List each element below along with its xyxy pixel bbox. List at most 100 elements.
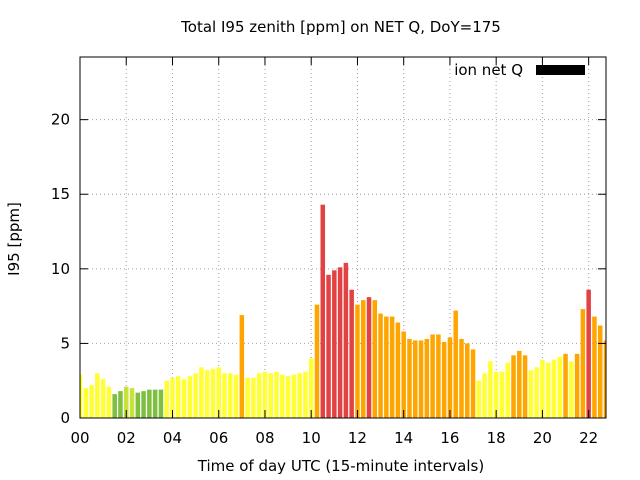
x-tick-label: 14 xyxy=(394,429,413,447)
bar xyxy=(545,362,551,418)
x-axis-label: Time of day UTC (15-minute intervals) xyxy=(197,457,484,475)
x-tick-label: 04 xyxy=(163,429,182,447)
bar xyxy=(320,204,326,418)
x-tick-label: 08 xyxy=(255,429,274,447)
bar xyxy=(355,304,360,418)
bar xyxy=(233,374,239,418)
bar xyxy=(389,316,395,418)
bar xyxy=(424,338,430,418)
bar xyxy=(326,274,331,418)
bar xyxy=(574,353,580,418)
bar xyxy=(563,353,568,418)
bar xyxy=(499,371,505,418)
x-tick-label: 02 xyxy=(117,429,136,447)
bar xyxy=(597,325,603,418)
bar xyxy=(204,370,210,418)
bar xyxy=(476,380,482,418)
bar xyxy=(147,389,152,418)
bar xyxy=(384,316,389,418)
bar xyxy=(441,341,447,418)
bar xyxy=(586,289,591,418)
bar xyxy=(453,310,458,418)
grid xyxy=(80,57,606,418)
bar xyxy=(95,373,100,418)
bar xyxy=(436,334,441,418)
x-tick-label: 22 xyxy=(579,429,598,447)
bar xyxy=(135,392,141,418)
bar xyxy=(106,386,112,418)
bar xyxy=(216,367,221,418)
bar xyxy=(129,388,135,418)
bar xyxy=(314,304,320,418)
x-tick-label: 06 xyxy=(209,429,228,447)
x-tick-label: 10 xyxy=(302,429,321,447)
bar xyxy=(89,385,94,418)
bar xyxy=(80,374,83,418)
bar xyxy=(580,309,586,418)
bar xyxy=(360,300,366,418)
bar xyxy=(349,289,354,418)
bar xyxy=(239,315,245,418)
bar xyxy=(274,371,279,418)
bar xyxy=(470,349,476,418)
y-tick-label: 0 xyxy=(60,409,70,427)
bar xyxy=(493,371,499,418)
bar xyxy=(557,356,563,418)
bar xyxy=(343,262,349,418)
bar xyxy=(401,331,406,418)
bar xyxy=(228,373,233,418)
x-tick-label: 16 xyxy=(440,429,459,447)
x-tick-label: 00 xyxy=(70,429,89,447)
bar xyxy=(176,376,181,418)
bar xyxy=(505,362,510,418)
bar xyxy=(245,377,250,418)
chart-title: Total I95 zenith [ppm] on NET Q, DoY=175 xyxy=(180,18,501,36)
y-axis-label: I95 [ppm] xyxy=(5,202,23,276)
bar xyxy=(256,373,262,418)
bar xyxy=(337,267,343,418)
y-tick-label: 20 xyxy=(51,111,70,129)
bar xyxy=(291,374,297,418)
bar xyxy=(412,340,418,418)
bar xyxy=(152,389,158,418)
bar xyxy=(366,297,372,418)
bar xyxy=(569,361,574,418)
axis-ticks: 0 5 10 15 20 00 02 04 06 08 10 12 14 16 18 20 22 xyxy=(51,57,606,447)
bar xyxy=(430,334,435,418)
bar xyxy=(187,376,193,418)
bar xyxy=(181,379,187,418)
bar xyxy=(251,377,256,418)
bar xyxy=(488,361,493,418)
bar xyxy=(193,373,198,418)
bar xyxy=(372,300,378,418)
bar xyxy=(280,374,285,418)
bar xyxy=(123,386,129,418)
bar xyxy=(308,358,314,418)
bar xyxy=(511,355,516,418)
bar xyxy=(112,394,117,418)
bar xyxy=(210,368,216,418)
bar xyxy=(395,322,401,418)
bar xyxy=(170,377,175,418)
bar xyxy=(418,340,424,418)
bar xyxy=(522,355,528,418)
x-tick-label: 20 xyxy=(533,429,552,447)
bar xyxy=(465,343,470,418)
bar xyxy=(158,389,164,418)
bar xyxy=(297,373,302,418)
bar xyxy=(482,373,487,418)
bar xyxy=(199,367,204,418)
legend: ion net Q xyxy=(454,61,585,79)
bar xyxy=(222,373,227,418)
bar xyxy=(534,367,539,418)
bar xyxy=(528,370,534,418)
bars xyxy=(80,204,606,418)
plot-frame xyxy=(79,56,607,419)
y-tick-label: 15 xyxy=(51,185,70,203)
bar xyxy=(603,340,606,418)
bar xyxy=(268,373,274,418)
bar xyxy=(517,350,522,418)
bar xyxy=(164,380,169,418)
bar xyxy=(141,391,146,418)
